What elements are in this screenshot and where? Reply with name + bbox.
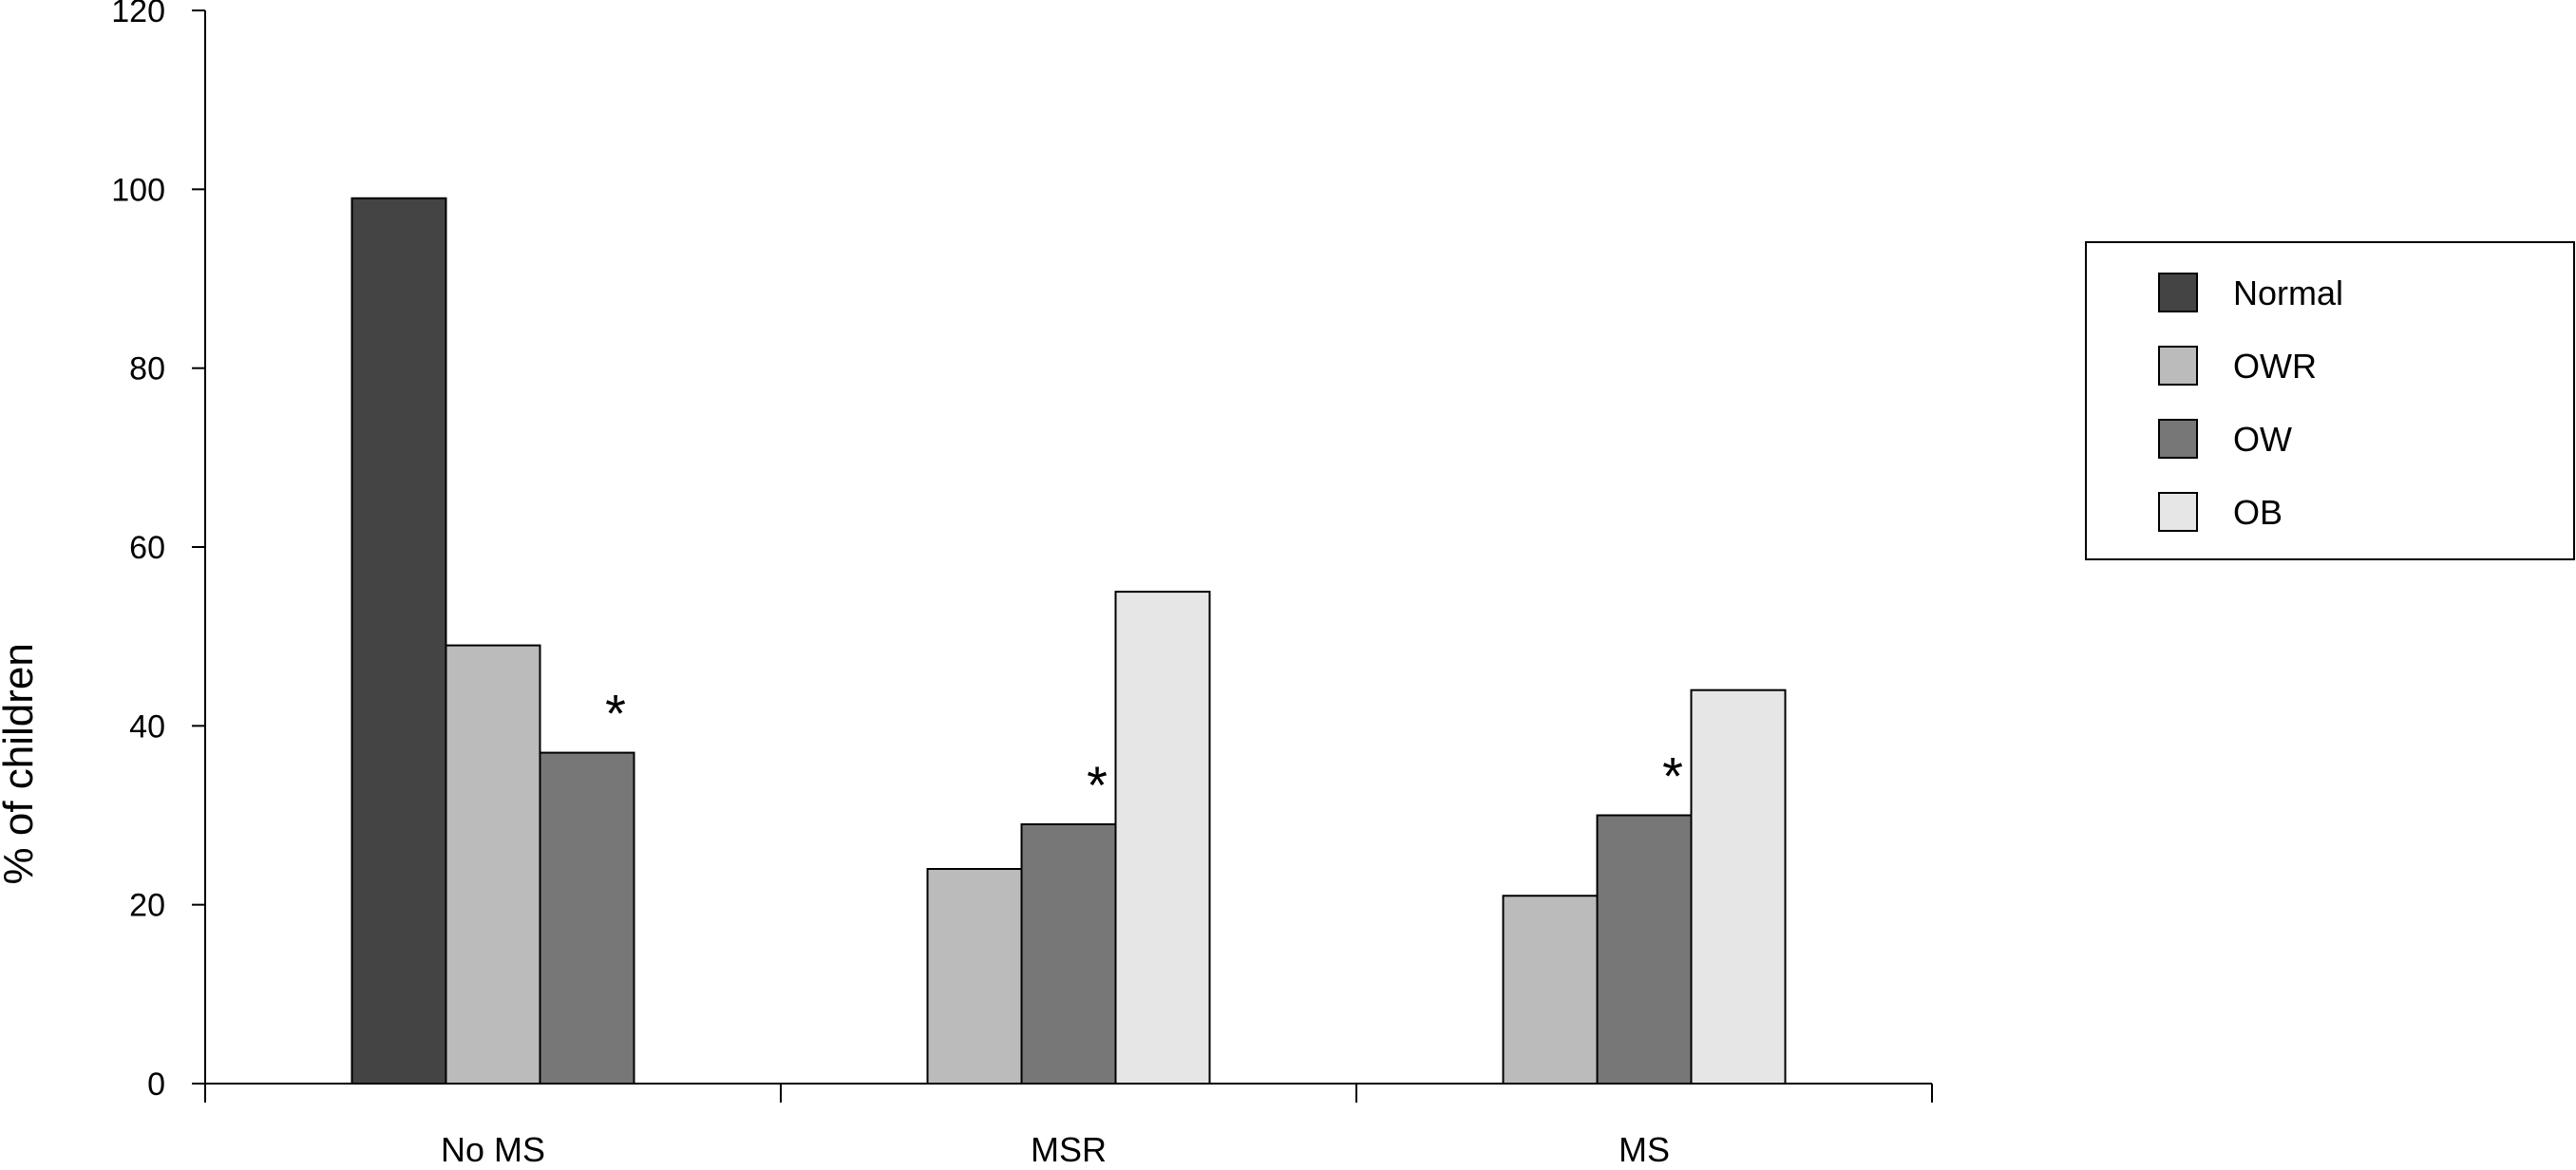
y-tick-label: 20 [129, 888, 165, 924]
y-tick-label: 80 [129, 351, 165, 387]
bar-no-ms-owr [445, 644, 541, 1085]
y-tick-label: 120 [111, 0, 165, 29]
y-axis-title: % of children [0, 643, 42, 884]
legend-swatch-owr [2158, 346, 2198, 386]
y-tick-label: 40 [129, 708, 165, 745]
annotations: * * * [605, 684, 1683, 815]
legend-label-ow: OW [2233, 420, 2292, 459]
legend-label-owr: OWR [2233, 347, 2317, 386]
legend-swatch-ob [2158, 492, 2198, 532]
significance-marker: * [605, 684, 626, 744]
bar-ms-ow [1596, 814, 1693, 1085]
legend-label-normal: Normal [2233, 274, 2343, 312]
significance-marker: * [1087, 755, 1108, 815]
y-tick-label: 0 [147, 1066, 165, 1103]
x-category-label: No MS [441, 1130, 545, 1169]
legend-swatch-ow [2158, 419, 2198, 459]
bars [350, 197, 1787, 1085]
x-category-label: MS [1619, 1130, 1670, 1169]
bar-msr-ob [1114, 591, 1211, 1085]
bar-ms-owr [1502, 895, 1599, 1085]
bar-no-ms-normal [350, 197, 447, 1085]
legend: Normal OWR OW OB [2085, 241, 2575, 560]
axes: 0 20 40 60 80 100 120 No MS MSR MS [111, 0, 1933, 1169]
legend-swatch-normal [2158, 273, 2198, 312]
significance-marker: * [1662, 746, 1683, 806]
bar-no-ms-ow [539, 751, 635, 1085]
bar-msr-owr [926, 868, 1023, 1085]
legend-label-ob: OB [2233, 493, 2282, 532]
bar-msr-ow [1020, 822, 1117, 1085]
y-tick-label: 60 [129, 530, 165, 566]
x-category-label: MSR [1031, 1130, 1107, 1169]
y-tick-label: 100 [111, 172, 165, 208]
bar-ms-ob [1690, 689, 1787, 1085]
